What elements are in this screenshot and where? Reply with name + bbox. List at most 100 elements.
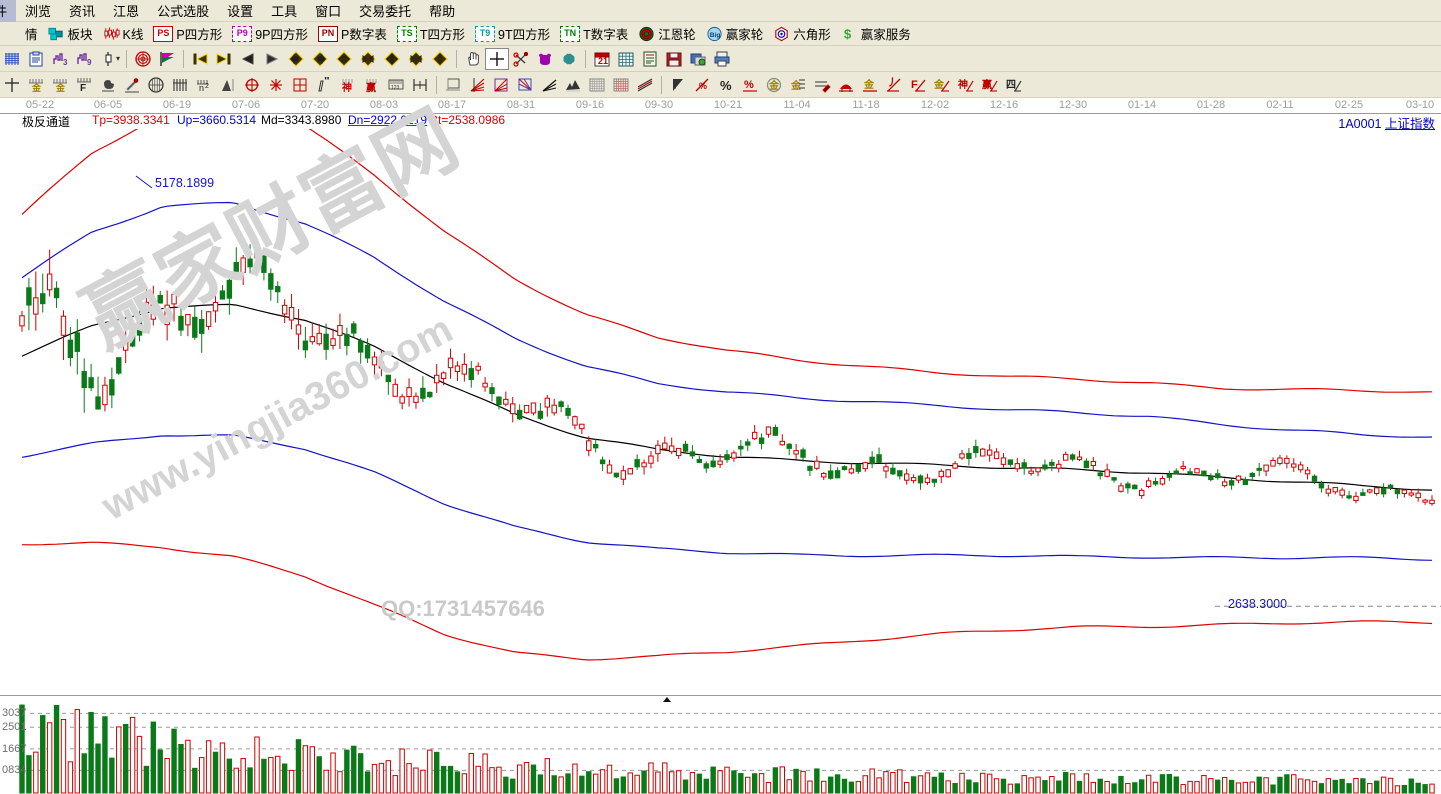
svg-text:赢: 赢 [366, 81, 376, 93]
ib-first[interactable] [188, 48, 212, 70]
menu-help[interactable]: 帮助 [429, 4, 456, 19]
ib-gold-circle[interactable]: 金 [762, 74, 786, 96]
menu-tools[interactable]: 工具 [271, 4, 298, 19]
tb-winner-wheel[interactable]: Big 赢家轮 [701, 24, 769, 43]
menu-gann[interactable]: 江恩 [113, 4, 140, 19]
ib-print[interactable] [710, 48, 734, 70]
ib-fan-purple[interactable] [513, 74, 537, 96]
ib-slash-shen[interactable]: 神 [954, 74, 978, 96]
ib-stamp[interactable] [533, 48, 557, 70]
ib-grid-red[interactable] [609, 74, 633, 96]
tb-quotes[interactable]: 情 [0, 24, 43, 43]
ib-target[interactable] [240, 74, 264, 96]
tb-t-number-table[interactable]: TN T数字表 [555, 24, 633, 43]
ib-gold-grid-2[interactable]: 金 [48, 74, 72, 96]
menu-trade-order[interactable]: 交易委托 [359, 4, 412, 19]
ib-parallel[interactable] [633, 74, 657, 96]
plot-area[interactable]: 5178.1899 2638.3000 [0, 129, 1441, 695]
ib-brain[interactable] [557, 48, 581, 70]
ib-cross-tool[interactable] [0, 74, 24, 96]
tb-p-square[interactable]: PS P四方形 [148, 24, 227, 43]
ib-circle-grid[interactable] [144, 74, 168, 96]
ib-zigzag[interactable] [561, 74, 585, 96]
ib-crosshair[interactable] [485, 47, 510, 70]
menu-settings[interactable]: 设置 [227, 4, 254, 19]
tb-winner-service[interactable]: $ 赢家服务 [836, 24, 916, 43]
ib-fan-box[interactable] [489, 74, 513, 96]
ib-candle-single[interactable] [96, 48, 120, 70]
volume-panel[interactable]: 3037 2501 1667 0834 [0, 695, 1441, 794]
menu-news[interactable]: 资讯 [69, 4, 96, 19]
ib-percent[interactable]: % [714, 74, 738, 96]
ib-slash-si[interactable]: 四 [1002, 74, 1026, 96]
menu-file[interactable]: 件 [0, 0, 17, 22]
ib-grid-fine[interactable] [585, 74, 609, 96]
ib-ying[interactable]: 赢 [360, 74, 384, 96]
ib-spiral[interactable] [96, 74, 120, 96]
ib-table[interactable] [614, 48, 638, 70]
menu-browse[interactable]: 浏览 [25, 4, 52, 19]
ib-candle-dropdown[interactable]: ▾ [116, 54, 121, 63]
menu-window[interactable]: 窗口 [315, 4, 342, 19]
low-price-label: 2638.3000 [1228, 597, 1288, 612]
ib-contract[interactable] [404, 48, 428, 70]
ib-percent-red[interactable]: % [738, 74, 762, 96]
ib-next[interactable] [260, 48, 284, 70]
ib-slash-j[interactable]: 丿 [882, 74, 906, 96]
ib-ladder-steps[interactable] [666, 74, 690, 96]
menu-formula-stock-pick[interactable]: 公式选股 [157, 4, 210, 19]
ib-bars-3[interactable]: 3 [48, 48, 72, 70]
tb-9t-square[interactable]: T9 9T四方形 [470, 24, 555, 43]
ib-fan-lines[interactable] [465, 74, 489, 96]
ib-angle-lines[interactable] [216, 74, 240, 96]
ib-gold-lines[interactable]: 金 [786, 74, 810, 96]
ib-calendar[interactable]: 21 [590, 48, 614, 70]
ib-last[interactable] [212, 48, 236, 70]
ib-gann-spiral[interactable] [131, 48, 155, 70]
ib-shen[interactable]: 神 [336, 74, 360, 96]
ib-zoom-out[interactable] [356, 48, 380, 70]
ib-save[interactable] [662, 48, 686, 70]
ib-asterisk[interactable] [264, 74, 288, 96]
ib-notes[interactable] [638, 48, 662, 70]
ib-pen-lines[interactable] [810, 74, 834, 96]
ib-span-measure[interactable] [408, 74, 432, 96]
ib-pan[interactable] [461, 48, 485, 70]
tb-t-square[interactable]: TS T四方形 [392, 24, 470, 43]
ib-gold-grid-1[interactable]: 金 [24, 74, 48, 96]
tb-p-number-table[interactable]: PN P数字表 [313, 24, 392, 43]
ib-slash-f[interactable]: F [906, 74, 930, 96]
tb-sector[interactable]: 板块 [43, 24, 98, 43]
ib-slash-ying[interactable]: 赢 [978, 74, 1002, 96]
ib-zoom-in[interactable] [332, 48, 356, 70]
ib-expand[interactable] [380, 48, 404, 70]
ib-quote-mark[interactable]: " [312, 74, 336, 96]
ib-rays[interactable] [537, 74, 561, 96]
ib-cut[interactable] [509, 48, 533, 70]
ib-comb[interactable] [168, 74, 192, 96]
ib-slash-gold[interactable]: 金 [930, 74, 954, 96]
ib-percent-line[interactable]: % [690, 74, 714, 96]
tb-gann-wheel[interactable]: 江恩轮 [633, 24, 701, 43]
ib-ladder-f[interactable]: F [72, 74, 96, 96]
ib-arch-red[interactable] [834, 74, 858, 96]
ib-export[interactable] [686, 48, 710, 70]
tb-9p-square[interactable]: P9 9P四方形 [227, 24, 313, 43]
ib-rocket[interactable] [120, 74, 144, 96]
ib-box-red[interactable] [288, 74, 312, 96]
ib-flag-chart[interactable] [155, 48, 179, 70]
tb-kline[interactable]: K线 [98, 24, 149, 43]
ib-prev[interactable] [236, 48, 260, 70]
ib-rect-frame[interactable] [441, 74, 465, 96]
tb-hexagon[interactable]: 六角形 [768, 24, 836, 43]
ib-scroll-left[interactable] [284, 48, 308, 70]
ib-fit[interactable] [428, 48, 452, 70]
ib-network-chart[interactable] [0, 48, 24, 70]
ib-clipboard[interactable] [24, 48, 48, 70]
ib-ruler-123[interactable]: 123 [384, 74, 408, 96]
ib-bars-9[interactable]: 9 [72, 48, 96, 70]
ib-gold-red[interactable]: 金 [858, 74, 882, 96]
ib-scroll-right[interactable] [308, 48, 332, 70]
price-chart-panel[interactable]: 05-22 06-05 06-19 07-06 07-20 08-03 08-17 08-31… [0, 98, 1441, 695]
